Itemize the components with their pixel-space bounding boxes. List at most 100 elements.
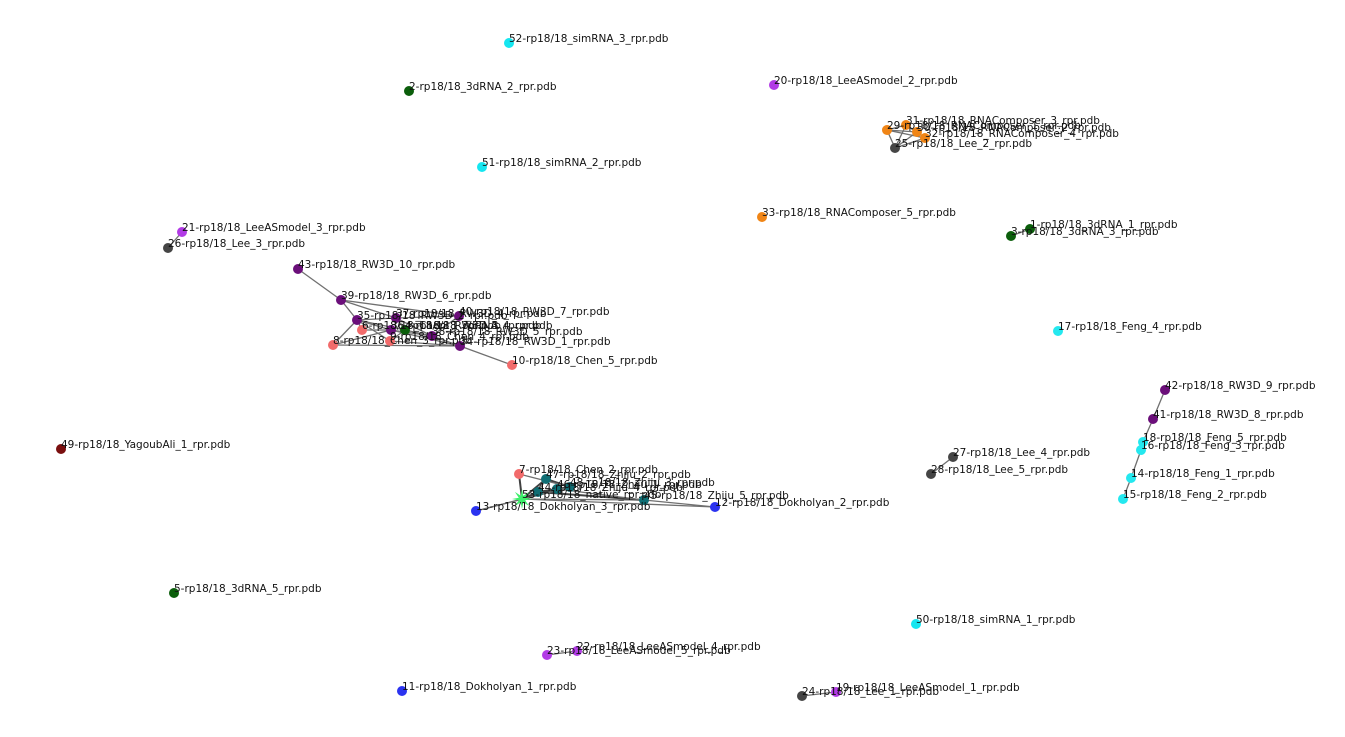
node-label-36: 36-rp18/18_RW3D_3_rpr.pdb xyxy=(391,320,542,332)
node-label-35: 35-rp18/18_RW3D_2_rpr.pdb xyxy=(357,310,508,322)
node-15-feng[interactable] xyxy=(1118,494,1128,504)
node-19-leeasmodel[interactable] xyxy=(831,687,841,697)
node-18-feng[interactable] xyxy=(1138,437,1148,447)
node-21-leeasmodel[interactable] xyxy=(177,227,187,237)
labels-layer: 52-rp18/18_simRNA_3_rpr.pdb 2-rp18/18_3dR… xyxy=(61,33,1316,698)
node-label-18: 18-rp18/18_Feng_5_rpr.pdb xyxy=(1143,432,1287,444)
node-label-30: 30-rp18/18_RNAComposer_2_rpr.pdb xyxy=(917,122,1111,134)
node-35-rw3d[interactable] xyxy=(352,315,362,325)
node-48-zhiju[interactable] xyxy=(565,482,575,492)
node-9-chen[interactable] xyxy=(385,336,395,346)
edge-n34-n10 xyxy=(459,345,513,366)
node-11-dokholyan[interactable] xyxy=(397,686,407,696)
node-label-8: 8-rp18/18_Chen_3_rpr.pdb xyxy=(333,335,472,347)
node-36-rw3d[interactable] xyxy=(386,325,396,335)
edge-n42-n41 xyxy=(1152,389,1166,420)
edge-n37-n40 xyxy=(395,315,460,319)
node-label-28: 28-rp18/18_Lee_5_rpr.pdb xyxy=(931,464,1068,476)
node-30-rnacomposer[interactable] xyxy=(912,127,922,137)
node-39-rw3d[interactable] xyxy=(336,295,346,305)
nodes-layer xyxy=(56,38,1170,701)
node-8-chen[interactable] xyxy=(328,340,338,350)
node-23-leeasmodel[interactable] xyxy=(542,650,552,660)
edge-n8-n36 xyxy=(332,329,392,346)
node-29-rnacomposer[interactable] xyxy=(882,125,892,135)
node-6-chen[interactable] xyxy=(357,325,367,335)
node-label-40: 40-rp18/18_RW3D_7_rpr.pdb xyxy=(459,306,610,318)
node-label-23: 23-rp18/18_LeeASmodel_5_rpr.pdb xyxy=(547,645,731,657)
node-47-zhiju[interactable] xyxy=(541,474,551,484)
node-17-feng[interactable] xyxy=(1053,326,1063,336)
edge-n25-n32 xyxy=(894,137,926,149)
node-label-3: 3-rp18/18_3dRNA_3_rpr.pdb xyxy=(1011,226,1159,238)
node-28-lee[interactable] xyxy=(926,469,936,479)
node-label-1: 1-rp18/18_3dRNA_1_rpr.pdb xyxy=(1030,219,1178,231)
node-label-52: 52-rp18/18_simRNA_3_rpr.pdb xyxy=(509,33,669,45)
edges-layer xyxy=(167,124,1166,697)
node-22-leeasmodel[interactable] xyxy=(572,646,582,656)
node-label-27: 27-rp18/18_Lee_4_rpr.pdb xyxy=(953,447,1090,459)
node-label-31: 31-rp18/18_RNAComposer_3_rpr.pdb xyxy=(906,115,1100,127)
edge-n8-n34 xyxy=(332,344,461,347)
node-51-simrna[interactable] xyxy=(477,162,487,172)
node-label-14: 14-rp18/18_Feng_1_rpr.pdb xyxy=(1131,468,1275,480)
node-7-chen[interactable] xyxy=(514,469,524,479)
node-38-rw3d[interactable] xyxy=(427,331,437,341)
node-4-3drna[interactable] xyxy=(400,325,410,335)
node-13-dokholyan[interactable] xyxy=(471,506,481,516)
node-49-yagoubali[interactable] xyxy=(56,444,66,454)
node-45-zhiju[interactable] xyxy=(639,495,649,505)
node-14-feng[interactable] xyxy=(1126,473,1136,483)
node-label-42: 42-rp18/18_RW3D_9_rpr.pdb xyxy=(1165,380,1316,392)
node-41-rw3d[interactable] xyxy=(1148,414,1158,424)
edge-n35-n37 xyxy=(356,317,397,321)
node-label-7: 7-rp18/18_Chen_2_rpr.pdb xyxy=(519,464,658,476)
node-label-15: 15-rp18/18_Feng_2_rpr.pdb xyxy=(1123,489,1267,501)
node-43-rw3d[interactable] xyxy=(293,264,303,274)
edge-n40-n38 xyxy=(431,315,460,337)
edge-n37-n38 xyxy=(395,317,433,337)
edge-n22-n23 xyxy=(546,650,578,656)
node-33-rnacomposer[interactable] xyxy=(757,212,767,222)
node-40-rw3d[interactable] xyxy=(454,311,464,321)
node-label-19: 19-rp18/18_LeeASmodel_1_rpr.pdb xyxy=(836,682,1020,694)
edge-n29-n30 xyxy=(886,129,918,133)
node-24-lee[interactable] xyxy=(797,691,807,701)
node-52-simrna[interactable] xyxy=(504,38,514,48)
node-label-12: 12-rp18/18_Dokholyan_2_rpr.pdb xyxy=(715,497,890,509)
node-32-rnacomposer[interactable] xyxy=(920,133,930,143)
node-12-dokholyan[interactable] xyxy=(710,502,720,512)
node-label-53: 53-rp18/18_native_rpr.pdb xyxy=(522,489,662,501)
node-5-3drna[interactable] xyxy=(169,588,179,598)
node-1-3drna[interactable] xyxy=(1025,224,1035,234)
node-27-lee[interactable] xyxy=(948,452,958,462)
node-3-3drna[interactable] xyxy=(1006,231,1016,241)
node-label-48: 48-rp18/18_Zhiju_3_rpr.pdb xyxy=(570,477,715,489)
node-label-11: 11-rp18/18_Dokholyan_1_rpr.pdb xyxy=(402,681,577,693)
edge-n39-n37 xyxy=(340,299,397,319)
node-label-44: 44-rp18/18_Zhiju_4_rpr.pdb xyxy=(538,482,683,494)
node-37-rw3d[interactable] xyxy=(391,313,401,323)
node-34-rw3d[interactable] xyxy=(455,341,465,351)
node-16-feng[interactable] xyxy=(1136,445,1146,455)
node-label-49: 49-rp18/18_YagoubAli_1_rpr.pdb xyxy=(61,439,231,451)
node-label-38: 38-rp18/18_RW3D_5_rpr.pdb xyxy=(432,326,583,338)
node-label-41: 41-rp18/18_RW3D_8_rpr.pdb xyxy=(1153,409,1304,421)
node-46-zhiju[interactable] xyxy=(552,484,562,494)
node-2-3drna[interactable] xyxy=(404,86,414,96)
node-44-zhiju[interactable] xyxy=(533,487,543,497)
node-31-rnacomposer[interactable] xyxy=(901,120,911,130)
node-10-chen[interactable] xyxy=(507,360,517,370)
node-42-rw3d[interactable] xyxy=(1160,385,1170,395)
node-20-leeasmodel[interactable] xyxy=(769,80,779,90)
node-25-lee[interactable] xyxy=(890,143,900,153)
node-label-10: 10-rp18/18_Chen_5_rpr.pdb xyxy=(512,355,658,367)
edge-n9-n34 xyxy=(389,340,461,347)
node-26-lee[interactable] xyxy=(163,243,173,253)
node-label-37: 37-rp18/18_RW3D_4_rpr.pdb xyxy=(396,308,547,320)
node-53-native[interactable] xyxy=(512,489,532,509)
node-50-simrna[interactable] xyxy=(911,619,921,629)
node-label-6: 6-rp18/18_Chen_1_rpr.pdb xyxy=(362,320,501,332)
